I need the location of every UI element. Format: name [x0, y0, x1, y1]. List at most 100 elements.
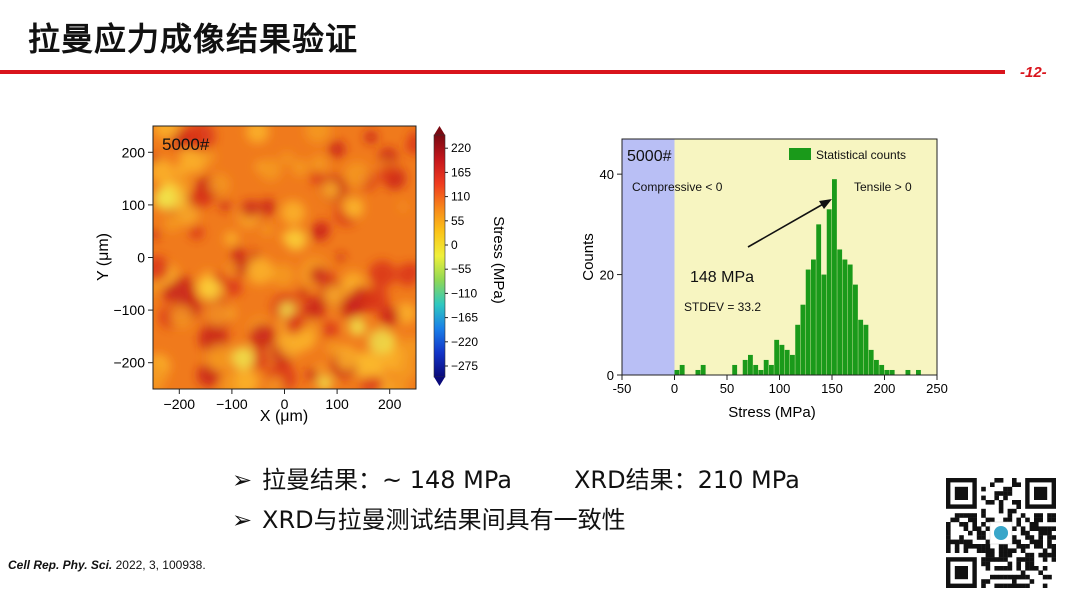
- histogram-bar: [842, 259, 848, 375]
- histogram-bar: [674, 369, 680, 375]
- heatmap-x-tick-label: 200: [378, 396, 402, 412]
- compressive-region: [622, 139, 675, 375]
- arrow-bullet-icon: ➢: [232, 466, 253, 494]
- histogram-y-tick-label: 40: [600, 167, 614, 182]
- annotation-arrow-head: [819, 199, 832, 209]
- legend-swatch: [789, 148, 811, 160]
- histogram-bar: [679, 364, 685, 375]
- histogram-x-tick-label: 0: [671, 381, 678, 396]
- heatmap-x-tick-label: −200: [164, 396, 196, 412]
- heatmap-y-tick-label: 0: [137, 250, 145, 266]
- stress-heatmap-chart: 5000# −200 −100 0 100 200 −200 −100 0 100 200 X …: [95, 125, 507, 425]
- histogram-bar: [879, 364, 885, 375]
- heatmap-field: [153, 126, 416, 389]
- bullet-item-result: ➢ 拉曼结果：~ 148 MPa XRD结果：210 MPa: [232, 460, 800, 500]
- histogram-bar: [874, 359, 879, 375]
- slide-title: 拉曼应力成像结果验证: [28, 20, 359, 58]
- legend-label: Statistical counts: [816, 148, 906, 162]
- consistency-text: XRD与拉曼测试结果间具有一致性: [262, 506, 626, 534]
- qr-code-icon: [946, 478, 1056, 588]
- histogram-bar: [784, 349, 790, 375]
- histogram-bar: [763, 359, 769, 375]
- histogram-x-tick-label: -50: [613, 381, 632, 396]
- histogram-frame: [621, 138, 938, 376]
- tensile-region-label: Tensile > 0: [854, 180, 912, 194]
- histogram-bar: [700, 364, 706, 375]
- histogram-bar: [800, 304, 806, 375]
- histogram-bar: [889, 369, 895, 375]
- histogram-bar: [905, 369, 911, 375]
- colorbar-label: Stress (MPa): [490, 216, 507, 304]
- histogram-bar: [832, 179, 837, 375]
- colorbar-bottom-cap: [434, 377, 445, 386]
- histogram-bar: [769, 364, 774, 375]
- stdev-annotation: STDEV = 33.2: [684, 300, 761, 314]
- conclusion-bullets: ➢ 拉曼结果：~ 148 MPa XRD结果：210 MPa ➢ XRD与拉曼测试结果…: [232, 460, 800, 540]
- colorbar-tick-label: −220: [451, 335, 478, 349]
- histogram-bar: [816, 224, 822, 375]
- histogram-x-tick-label: 50: [720, 381, 734, 396]
- histogram-bar: [868, 349, 874, 375]
- heatmap-x-axis-label: X (μm): [260, 408, 308, 425]
- heatmap-x-tick-label: 100: [325, 396, 349, 412]
- histogram-bar: [753, 364, 759, 375]
- heatmap-y-tick-label: 100: [122, 197, 146, 213]
- histogram-bar: [847, 264, 853, 375]
- histogram-y-axis-label: Counts: [580, 233, 597, 281]
- colorbar-tick-label: 0: [451, 238, 458, 252]
- histogram-bar: [821, 274, 827, 375]
- histogram-x-tick-label: 150: [821, 381, 843, 396]
- histogram-bar: [826, 209, 832, 375]
- histogram-bar: [748, 354, 753, 375]
- histogram-x-axis-label: Stress (MPa): [728, 404, 816, 421]
- bullet-item-consistency: ➢ XRD与拉曼测试结果间具有一致性: [232, 500, 800, 540]
- annotation-arrow-line: [747, 202, 826, 248]
- heatmap-y-tick-label: −200: [113, 355, 145, 371]
- heatmap-y-tick-label: 200: [122, 144, 146, 160]
- histogram-bar: [795, 324, 801, 375]
- histogram-sample-label: 5000#: [627, 148, 672, 165]
- arrow-bullet-icon: ➢: [232, 506, 253, 534]
- heatmap-x-tick-label: −100: [216, 396, 248, 412]
- histogram-x-tick-label: 100: [769, 381, 791, 396]
- histogram-bar: [858, 319, 864, 375]
- compressive-region-label: Compressive < 0: [632, 180, 723, 194]
- histogram-x-tick-label: 200: [874, 381, 896, 396]
- histogram-bar: [695, 369, 701, 375]
- histogram-bar: [758, 369, 764, 375]
- colorbar-tick-label: −165: [451, 311, 478, 325]
- histogram-bar: [837, 249, 843, 375]
- heatmap-sample-label: 5000#: [162, 135, 210, 154]
- histogram-bar: [790, 354, 795, 375]
- colorbar-tick-label: −110: [451, 286, 477, 300]
- histogram-bar: [805, 269, 811, 375]
- histogram-bar: [916, 369, 921, 375]
- histogram-y-tick-label: 20: [600, 268, 614, 283]
- title-underline: [0, 70, 1005, 74]
- colorbar-tick-label: 55: [451, 214, 465, 228]
- colorbar: [433, 134, 446, 378]
- colorbar-tick-label: 110: [451, 190, 470, 204]
- histogram-bar: [779, 344, 785, 375]
- heatmap-y-tick-label: −100: [113, 302, 145, 318]
- histogram-bar: [732, 364, 738, 375]
- heatmap-y-axis-label: Y (μm): [95, 233, 112, 281]
- histogram-bar: [811, 259, 816, 375]
- raman-result-text: 拉曼结果：~ 148 MPa: [262, 466, 512, 494]
- heatmap-x-tick-label: 0: [281, 396, 289, 412]
- histogram-x-tick-label: 250: [926, 381, 948, 396]
- colorbar-tick-label: 220: [451, 141, 471, 155]
- histogram-bar: [863, 324, 869, 375]
- xrd-result-text: XRD结果：210 MPa: [573, 466, 800, 494]
- citation-journal: Cell Rep. Phy. Sci.: [8, 558, 113, 572]
- histogram-bar: [884, 369, 890, 375]
- histogram-bar: [742, 359, 748, 375]
- colorbar-tick-label: −55: [451, 262, 472, 276]
- colorbar-tick-label: −275: [451, 359, 478, 373]
- citation-details: 2022, 3, 100938.: [112, 558, 206, 572]
- histogram-y-tick-label: 0: [607, 368, 614, 383]
- mean-stress-annotation: 148 MPa: [690, 269, 754, 286]
- histogram-bar: [774, 339, 780, 375]
- citation: Cell Rep. Phy. Sci. 2022, 3, 100938.: [8, 558, 206, 572]
